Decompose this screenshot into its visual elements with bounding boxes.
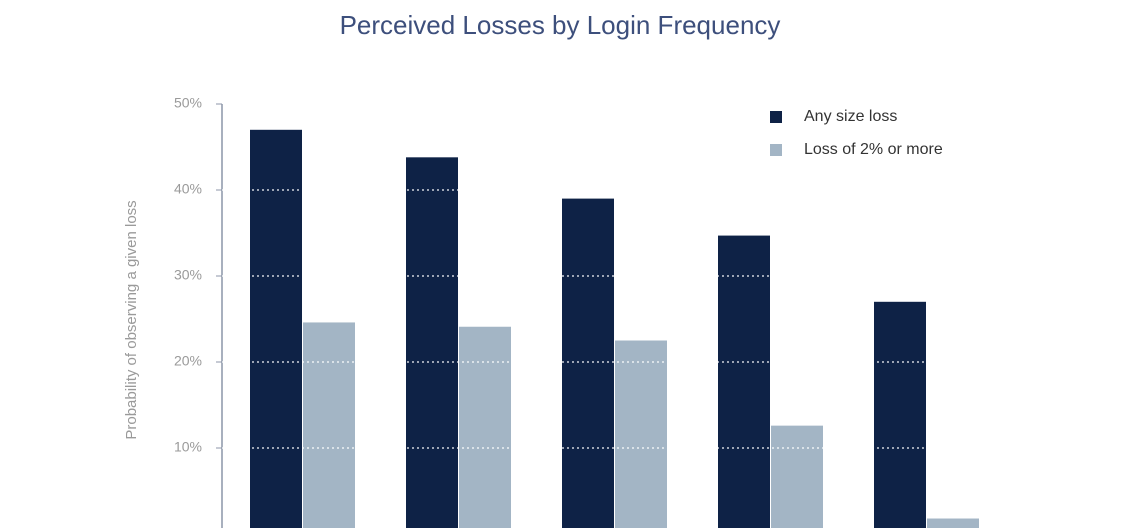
y-tick-label: 20% (174, 353, 202, 369)
bar (459, 326, 511, 528)
y-tick-label: 30% (174, 267, 202, 283)
legend-label: Loss of 2% or more (804, 141, 943, 158)
y-tick-label: 10% (174, 439, 202, 455)
chart-title: Perceived Losses by Login Frequency (340, 10, 781, 40)
legend-swatch (770, 144, 782, 156)
bar (303, 322, 355, 528)
y-tick-label: 50% (174, 95, 202, 111)
y-tick-label: 40% (174, 181, 202, 197)
bar (927, 518, 979, 528)
bar (771, 425, 823, 528)
y-axis-label: Probability of observing a given loss (123, 200, 140, 439)
legend-label: Any size loss (804, 108, 897, 125)
bar (250, 129, 302, 528)
legend-swatch (770, 111, 782, 123)
bar (562, 198, 614, 528)
bar (406, 157, 458, 528)
y-tick-label: 0% (182, 525, 202, 528)
bar (874, 301, 926, 528)
bar (615, 340, 667, 528)
bar (718, 235, 770, 528)
